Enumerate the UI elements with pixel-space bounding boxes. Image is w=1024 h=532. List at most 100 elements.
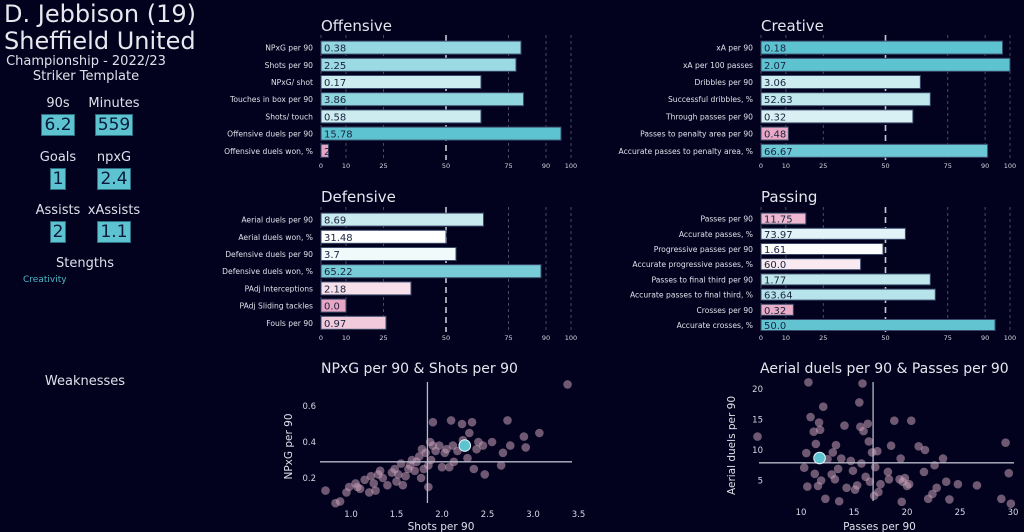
scatter-point	[846, 456, 856, 466]
competition-label: Championship - 2022/23	[6, 54, 166, 69]
category-label: Accurate crosses, %	[677, 321, 753, 330]
scatter-point	[478, 441, 488, 450]
x-tick-label: 0	[319, 334, 323, 342]
x-tick-label: 50	[442, 162, 450, 170]
bar	[320, 126, 562, 141]
category-label: NPxG/ shot	[271, 78, 313, 87]
scatter-point	[852, 481, 862, 490]
category-label: xA per 90	[716, 44, 753, 53]
scatter-point	[401, 471, 410, 481]
y-axis-label: Aerial duels per 90	[726, 396, 738, 495]
stat-value-minutes: 559	[94, 114, 134, 136]
bar-value-label: 0.17	[324, 78, 346, 89]
x-tick-label: 15	[849, 508, 860, 518]
bar-value-label: 52.63	[764, 95, 793, 106]
scatter-point	[932, 483, 941, 493]
y-tick-label: 0.4	[302, 438, 316, 448]
category-label: Aerial duels per 90	[241, 216, 313, 225]
x-tick-label: 10	[342, 162, 350, 170]
scatter-point	[900, 473, 910, 483]
scatter-point	[434, 441, 444, 450]
bar	[760, 75, 921, 89]
category-label: Aerial duels won, %	[238, 233, 313, 242]
scatter-point	[920, 445, 930, 455]
scatter-point	[753, 432, 762, 441]
defensive-title: Defensive	[321, 188, 396, 206]
bar	[320, 315, 387, 330]
scatter-point	[815, 425, 825, 435]
stat-value-assists: 2	[49, 221, 67, 243]
x-tick-label: 25	[955, 508, 966, 518]
category-label: Defensive duels won, %	[222, 267, 313, 276]
scatter-point	[465, 428, 474, 438]
bar	[760, 40, 1004, 55]
x-tick-label: 20	[902, 508, 913, 518]
scatter-point	[919, 467, 929, 477]
scatter-point	[535, 428, 544, 438]
x-tick-label: 10	[796, 508, 807, 518]
scatter-point	[442, 444, 451, 454]
x-tick-label: 30	[1008, 508, 1019, 518]
scatter-point	[416, 473, 426, 483]
scatter-point	[865, 477, 875, 487]
bar	[760, 227, 906, 240]
category-label: Progressive passes per 90	[654, 245, 753, 254]
bar	[320, 212, 484, 227]
scatter-point	[428, 417, 438, 427]
bar	[320, 57, 517, 72]
stat-label-npxg: npxG	[96, 150, 132, 165]
scatter-point	[876, 479, 885, 489]
scatter-point	[870, 462, 880, 472]
y-tick-label: 0.6	[302, 402, 316, 412]
bar	[320, 229, 447, 244]
scatter-point	[828, 448, 838, 457]
scatter-point	[1006, 499, 1016, 508]
bar-value-label: 31.48	[324, 233, 353, 244]
offensive-title: Offensive	[321, 17, 392, 35]
creative-title: Creative	[761, 17, 824, 35]
scatter-point	[398, 480, 408, 490]
scatter-point	[896, 454, 905, 463]
x-axis-label: Passes per 90	[843, 521, 916, 532]
bar-value-label: 2.25	[324, 61, 346, 72]
scatter-point	[469, 464, 479, 474]
stat-value-90s: 6.2	[41, 114, 75, 136]
bar-value-label: 63.64	[764, 291, 793, 302]
bar	[320, 264, 542, 279]
bar	[320, 143, 329, 158]
scatter-point	[457, 419, 467, 429]
scatter-point	[938, 454, 948, 463]
scatter-point	[818, 402, 828, 411]
scatter-point	[505, 441, 515, 450]
x-tick-label: 90	[542, 334, 550, 342]
scatter-point	[834, 496, 844, 506]
stat-value-npxg: 2.4	[97, 168, 131, 190]
x-tick-label: 25	[819, 162, 827, 170]
category-label: Offensive duels per 90	[227, 130, 313, 139]
x-tick-label: 10	[342, 334, 350, 342]
category-label: Touches in box per 90	[229, 95, 313, 104]
category-label: Fouls per 90	[266, 319, 313, 328]
x-tick-label: 2.5	[481, 510, 495, 520]
bar	[320, 281, 412, 296]
bar-value-label: 15.78	[324, 130, 353, 141]
x-tick-label: 3.0	[526, 510, 540, 520]
scatter-point	[836, 454, 846, 463]
bar-value-label: 65.22	[324, 267, 353, 278]
category-label: Accurate progressive passes, %	[632, 260, 753, 269]
scatter-point	[480, 470, 490, 479]
scatter-point	[344, 482, 354, 492]
category-label: Crosses per 90	[696, 306, 753, 315]
scatter-point	[472, 444, 481, 454]
category-label: Successful dribbles, %	[668, 95, 753, 104]
scatter-point	[369, 479, 379, 488]
bar	[760, 273, 931, 286]
bar-value-label: 1.77	[764, 275, 786, 286]
scatter-point	[914, 442, 923, 451]
bar-value-label: 3.7	[324, 250, 340, 261]
stat-value-goals: 1	[49, 168, 67, 190]
bar	[760, 109, 914, 124]
x-tick-label: 25	[379, 162, 387, 170]
x-tick-label: 100	[1004, 334, 1016, 342]
